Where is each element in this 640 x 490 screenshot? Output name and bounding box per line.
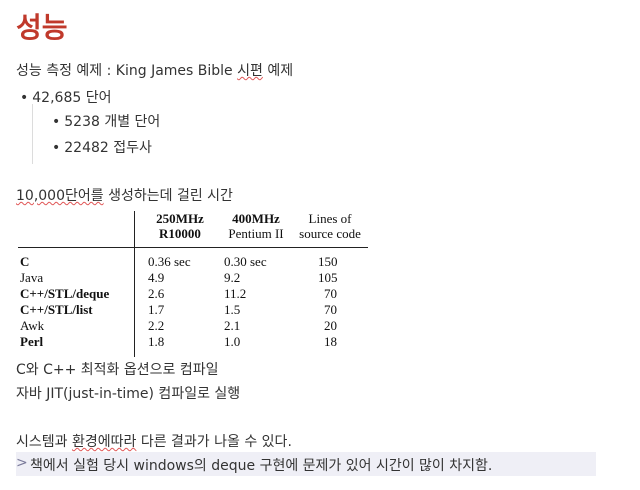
- bullet-text: 42,685 단어: [32, 90, 112, 106]
- table-divider: [134, 211, 135, 357]
- table-cell-r10000: 2.2: [148, 318, 165, 333]
- intro-underlined: 시편: [237, 63, 263, 79]
- table-cell-lang: C: [20, 254, 30, 269]
- table-cell-pentium: 9.2: [224, 270, 241, 285]
- table-cell-lines: 70: [324, 302, 337, 317]
- intro-suffix: 예제: [262, 63, 294, 79]
- note-jit: 자바 JIT(just-in-time) 컴파일로 실행: [16, 386, 241, 402]
- table-cell-lines: 105: [318, 270, 338, 285]
- table-cell-r10000: 1.8: [148, 334, 165, 349]
- bullet-dot-icon: •: [20, 90, 29, 106]
- indent-guide: [32, 104, 33, 164]
- generate-underlined: 10,000단어를: [16, 188, 104, 204]
- table-cell-r10000: 4.9: [148, 270, 165, 285]
- conclusion-suffix: 다른 결과가 나올 수 있다.: [136, 434, 292, 450]
- bullet-text: 22482 접두사: [64, 140, 152, 156]
- table-cell-pentium: 11.2: [224, 286, 247, 301]
- intro-prefix: 성능 측정 예제 : King James Bible: [16, 63, 238, 79]
- conclusion-line: 시스템과 환경에따라 다른 결과가 나올 수 있다.: [16, 431, 292, 451]
- generate-rest: 생성하는데 걸린 시간: [103, 188, 233, 204]
- quote-block: > 책에서 실험 당시 windows의 deque 구현에 문제가 있어 시간…: [16, 452, 596, 476]
- table-cell-r10000: 0.36 sec: [148, 254, 191, 269]
- intro-line: 성능 측정 예제 : King James Bible 시편 예제: [16, 60, 293, 80]
- table-header-r10000: 250MHz R10000: [142, 211, 218, 241]
- quote-marker-icon: >: [16, 455, 28, 471]
- header-line1: 250MHz: [156, 211, 204, 226]
- table-cell-lines: 18: [324, 334, 337, 349]
- table-cell-r10000: 2.6: [148, 286, 165, 301]
- table-cell-pentium: 1.0: [224, 334, 241, 349]
- table-cell-pentium: 0.30 sec: [224, 254, 267, 269]
- table-cell-lang: C++/STL/list: [20, 302, 93, 317]
- bullet-dot-icon: •: [52, 114, 61, 130]
- table-cell-pentium: 2.1: [224, 318, 241, 333]
- note-compile: C와 C++ 최적화 옵션으로 컴파일: [16, 362, 219, 378]
- header-line2: R10000: [159, 226, 201, 241]
- table-cell-lines: 70: [324, 286, 337, 301]
- conclusion-underlined: 환경에따라: [71, 434, 137, 450]
- bullet-item-3: • 22482 접두사: [52, 137, 152, 157]
- table-cell-lines: 150: [318, 254, 338, 269]
- quote-text: 책에서 실험 당시 windows의 deque 구현에 문제가 있어 시간이 …: [30, 458, 493, 474]
- generate-line: 10,000단어를 생성하는데 걸린 시간: [16, 185, 233, 205]
- header-line1: Lines of: [308, 211, 352, 226]
- header-line2: Pentium II: [228, 226, 284, 241]
- bullet-dot-icon: •: [52, 140, 61, 156]
- table-cell-lines: 20: [324, 318, 337, 333]
- page-title: 성능: [16, 11, 68, 44]
- bullet-item-2: • 5238 개별 단어: [52, 111, 160, 131]
- table-cell-pentium: 1.5: [224, 302, 241, 317]
- header-line2: source code: [299, 226, 361, 241]
- table-cell-r10000: 1.7: [148, 302, 165, 317]
- table-cell-lang: C++/STL/deque: [20, 286, 110, 301]
- table-cell-lang: Perl: [20, 334, 44, 349]
- table-cell-lang: Java: [20, 270, 44, 285]
- table-header-lines: Lines of source code: [292, 211, 368, 241]
- table-rule: [18, 247, 368, 248]
- table-header-pentium: 400MHz Pentium II: [216, 211, 296, 241]
- bullet-text: 5238 개별 단어: [64, 114, 161, 130]
- table-cell-lang: Awk: [20, 318, 45, 333]
- header-line1: 400MHz: [232, 211, 280, 226]
- conclusion-prefix: 시스템과: [16, 434, 72, 450]
- bullet-item-1: • 42,685 단어: [20, 87, 111, 107]
- performance-table-image: 250MHz R10000 400MHz Pentium II Lines of…: [16, 207, 370, 357]
